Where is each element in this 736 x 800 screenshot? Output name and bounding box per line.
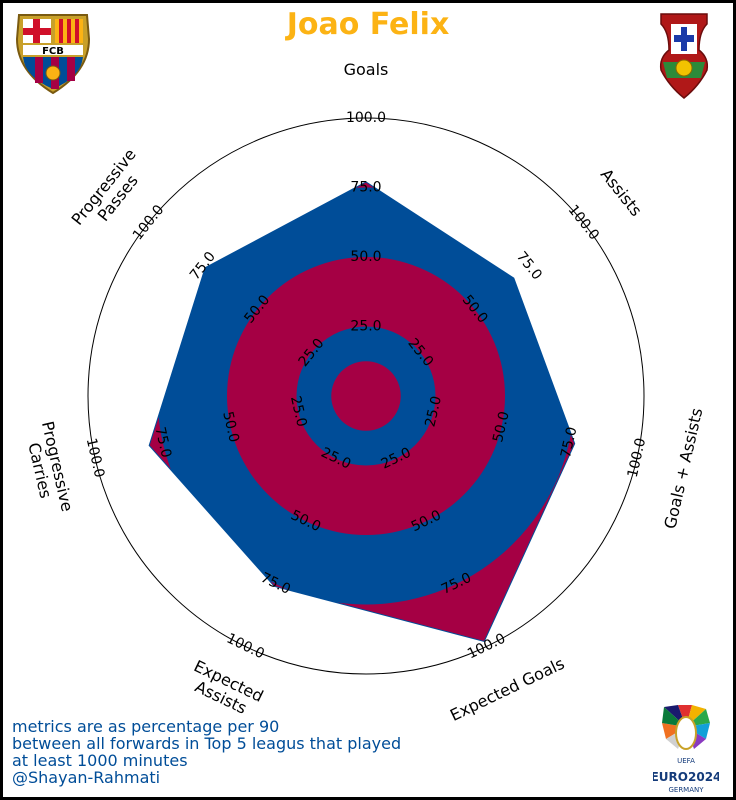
radar-tick-label: 100.0 bbox=[83, 437, 108, 480]
radar-tick-label: 50.0 bbox=[219, 410, 242, 444]
radar-band bbox=[331, 361, 401, 431]
radar-tick-label: 50.0 bbox=[490, 410, 513, 444]
radar-tick-label: 100.0 bbox=[130, 202, 168, 243]
radar-tick-label: 75.0 bbox=[513, 249, 545, 283]
radar-grid-ring bbox=[87, 117, 645, 675]
footnote-line: metrics are as percentage per 90 bbox=[12, 717, 280, 736]
footnote: metrics are as percentage per 90 between… bbox=[12, 718, 401, 786]
radar-tick-label: 25.0 bbox=[422, 394, 445, 428]
radar-tick-label: 100.0 bbox=[224, 631, 267, 663]
fc-barcelona-crest-icon: FCB bbox=[15, 14, 91, 95]
euro-logo-subtext: GERMANY bbox=[668, 786, 704, 794]
radar-tick-label: 75.0 bbox=[558, 425, 581, 459]
radar-chart: 25.0 50.0 75.0 100.0 25.0 50.0 75.0 100.0 25.0 50… bbox=[20, 60, 706, 725]
euro-logo-text: EURO2024 bbox=[653, 770, 719, 784]
radar-tick-label: 50.0 bbox=[350, 249, 381, 265]
radar-axis-label: Assists bbox=[597, 165, 646, 220]
footnote-line: between all forwards in Top 5 leagus tha… bbox=[12, 734, 402, 753]
footnote-line: at least 1000 minutes bbox=[12, 751, 188, 770]
club-crest-text: FCB bbox=[42, 46, 64, 57]
radar-tick-label: 100.0 bbox=[625, 437, 650, 480]
radar-tick-label: 25.0 bbox=[287, 394, 310, 428]
player-radar-polygon bbox=[148, 181, 576, 643]
radar-axis-label: Goals + Assists bbox=[660, 406, 706, 530]
radar-tick-label: 75.0 bbox=[350, 180, 381, 196]
radar-axis-label: ExpectedAssists bbox=[183, 656, 266, 722]
euro-2024-logo-icon: UEFA EURO2024 GERMANY bbox=[653, 705, 719, 794]
chart-title: Joao Felix bbox=[286, 7, 450, 42]
euro-logo-small-text: UEFA bbox=[677, 757, 695, 765]
radar-tick-label: 75.0 bbox=[151, 425, 174, 459]
radar-tick-label: 25.0 bbox=[350, 319, 381, 335]
radar-axis-label: ProgressiveCarries bbox=[20, 419, 77, 517]
radar-axis-label: Expected Goals bbox=[447, 654, 567, 725]
portugal-federation-crest-icon bbox=[659, 13, 709, 99]
footnote-credit: @Shayan-Rahmati bbox=[12, 768, 161, 787]
radar-tick-label: 100.0 bbox=[346, 110, 386, 126]
radar-tick-label: 100.0 bbox=[565, 202, 603, 243]
radar-axis-label: Goals bbox=[344, 60, 389, 79]
